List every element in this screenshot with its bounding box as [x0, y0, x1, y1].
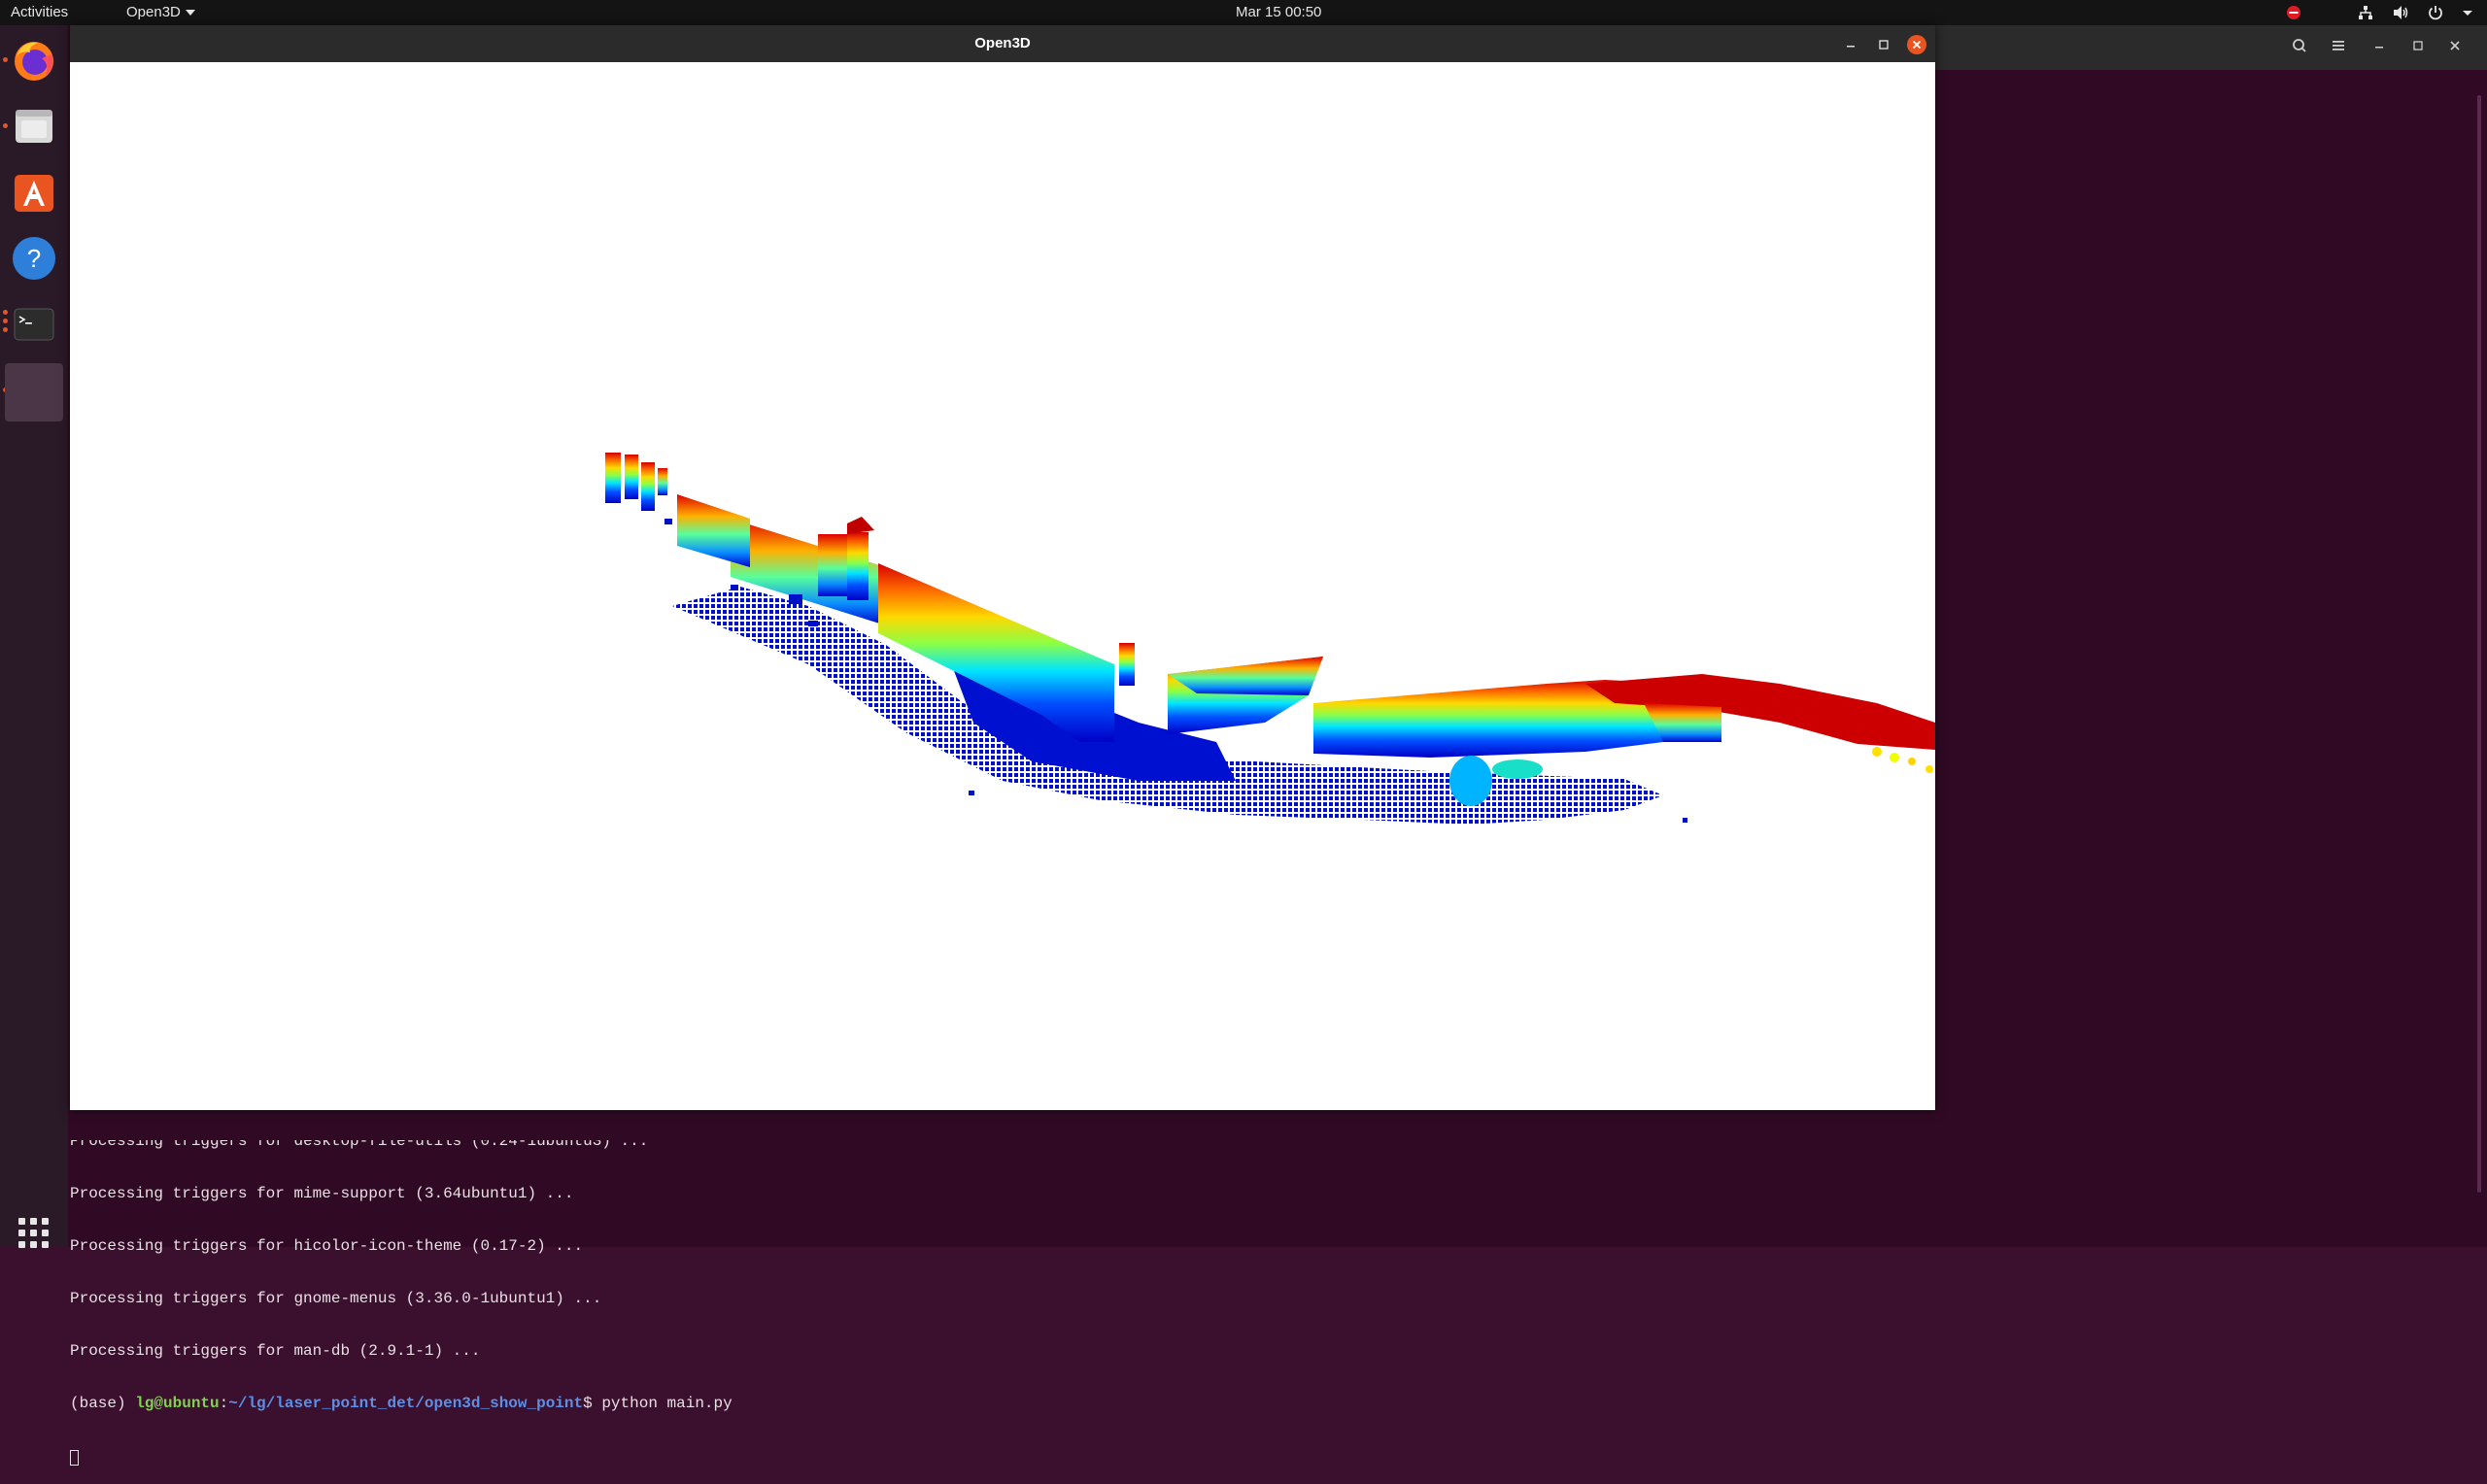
app-menu-label: Open3D — [126, 4, 181, 20]
terminal-line: Processing triggers for man-db (2.9.1-1)… — [70, 1342, 481, 1360]
dock-item-firefox[interactable] — [9, 35, 59, 85]
minimize-icon[interactable] — [1840, 34, 1861, 55]
dock-item-help[interactable]: ? — [9, 233, 59, 284]
app-menu-button[interactable]: Open3D — [126, 4, 195, 20]
point-cloud-canvas[interactable] — [70, 62, 1935, 1110]
chevron-down-icon — [185, 10, 195, 17]
volume-icon[interactable] — [2392, 4, 2409, 21]
do-not-disturb-icon[interactable] — [2285, 4, 2302, 21]
network-icon[interactable] — [2357, 4, 2374, 21]
grid-icon[interactable] — [15, 1214, 53, 1253]
dock-item-terminal[interactable] — [9, 299, 59, 350]
clock[interactable]: Mar 15 00:50 — [1236, 4, 1322, 20]
dock: ? — [0, 25, 68, 1248]
top-bar: Activities Open3D Mar 15 00:50 — [0, 0, 2487, 25]
firefox-icon — [15, 42, 53, 81]
close-icon[interactable] — [2442, 35, 2468, 56]
dock-item-open3d[interactable] — [5, 363, 63, 422]
terminal-line: Processing triggers for hicolor-icon-the… — [70, 1237, 584, 1255]
system-tray[interactable] — [2285, 3, 2473, 22]
running-indicator — [3, 319, 8, 323]
activities-button[interactable]: Activities — [11, 4, 69, 20]
files-icon — [16, 110, 52, 143]
minimize-icon[interactable] — [2367, 35, 2392, 56]
close-icon[interactable] — [1906, 34, 1927, 55]
hamburger-menu-icon[interactable] — [2326, 35, 2351, 56]
svg-text:?: ? — [27, 244, 41, 273]
running-indicator — [3, 123, 8, 128]
maximize-icon[interactable] — [1873, 34, 1894, 55]
prompt-env: (base) — [70, 1395, 136, 1412]
running-indicator — [3, 310, 8, 315]
prompt-path: ~/lg/laser_point_det/open3d_show_point — [228, 1395, 584, 1412]
prompt-command: python main.py — [601, 1395, 732, 1412]
terminal-line: Processing triggers for desktop-file-uti… — [70, 1140, 649, 1150]
maximize-icon[interactable] — [2405, 35, 2431, 56]
help-icon: ? — [13, 237, 55, 280]
window-titlebar[interactable]: Open3D — [70, 25, 1935, 62]
dock-item-files[interactable] — [9, 101, 59, 152]
terminal-line: Processing triggers for mime-support (3.… — [70, 1185, 574, 1202]
terminal-output: Processing triggers for desktop-file-uti… — [70, 1105, 1974, 1484]
prompt-separator: : — [219, 1395, 229, 1412]
search-icon[interactable] — [2287, 35, 2312, 56]
chevron-down-icon[interactable] — [2462, 4, 2473, 21]
terminal-icon — [14, 308, 54, 341]
dock-item-ubuntu-software[interactable] — [9, 167, 59, 218]
point-cloud — [605, 453, 1935, 825]
prompt-symbol: $ — [583, 1395, 602, 1412]
running-indicator — [3, 57, 8, 62]
terminal-cursor[interactable] — [70, 1449, 79, 1466]
terminal-scrollbar[interactable] — [2477, 95, 2481, 1193]
prompt-user-host: lg@ubuntu — [135, 1395, 220, 1412]
open3d-window-icon — [5, 363, 63, 422]
terminal-line: Processing triggers for gnome-menus (3.3… — [70, 1290, 602, 1307]
terminal-header-bar — [1933, 21, 2487, 70]
terminal-prompt-line: (base) lg@ubuntu:~/lg/laser_point_det/op… — [70, 1395, 1974, 1412]
running-indicator — [3, 327, 8, 332]
power-icon[interactable] — [2427, 4, 2444, 21]
open3d-window[interactable]: Open3D — [70, 25, 1935, 1110]
window-title: Open3D — [974, 35, 1031, 51]
ubuntu-software-icon — [15, 175, 53, 212]
